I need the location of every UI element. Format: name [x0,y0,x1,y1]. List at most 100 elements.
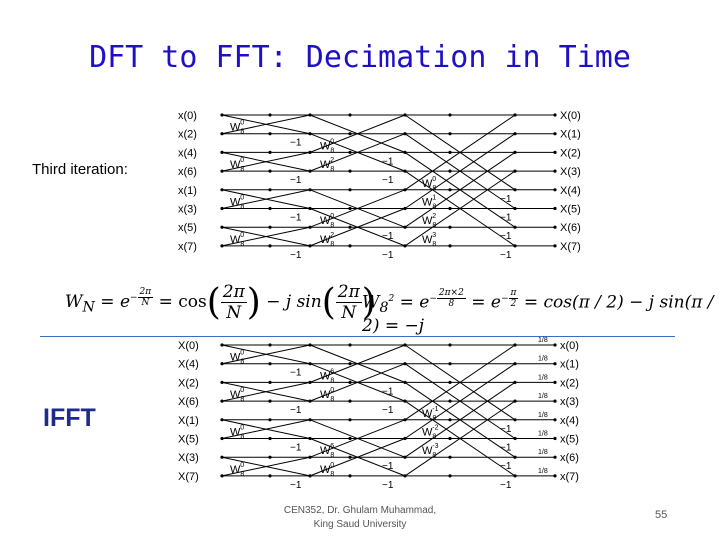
third-iteration-label: Third iteration: [32,161,128,178]
output-label: X(1) [560,129,581,141]
node-dot [308,474,312,478]
scale-factor-label: 1/8 [538,337,548,344]
node-dot [513,474,517,478]
node-dot [448,418,452,422]
minus-one-label: −1 [500,424,512,435]
scale-factor-label: 1/8 [538,356,548,363]
node-dot [553,436,557,441]
output-label: X(3) [560,166,581,178]
section-divider [40,336,675,337]
node-dot [308,113,312,117]
eq-lhs-sub: N [82,299,95,316]
node-dot [308,132,312,136]
minus-one-label: −1 [500,461,512,472]
eq-exp-base: e [119,292,130,312]
node-dot [513,399,517,403]
minus-one-label: −1 [382,156,394,167]
twiddle-factor: W8-1 [422,406,439,422]
scale-factor-label: 1/8 [538,374,548,381]
node-dot [513,455,517,459]
butterfly-line [309,133,406,172]
node-dot [308,169,312,173]
node-dot [553,225,557,229]
butterfly-line [404,363,516,439]
input-label: X(2) [178,377,199,389]
butterfly-line [221,381,311,402]
twiddle-factor: W80 [230,425,244,441]
output-label: x(0) [560,340,579,352]
twiddle-factor: W83 [422,232,436,248]
butterfly-line [404,344,516,421]
node-dot [403,132,407,136]
eq2-exp1-den: 8 [448,299,455,309]
node-dot [553,206,557,211]
node-dot [553,380,557,384]
node-dot [220,343,224,347]
twiddle-w8-squared-equation: W82 = e− 2π×2 8 = e− π 2 = cos(π / 2) − j si… [362,288,714,337]
scale-factor-label: 1/8 [538,468,548,475]
node-dot [268,188,272,192]
node-dot [553,169,557,173]
node-dot [268,150,272,154]
node-dot [448,474,452,478]
node-dot [513,244,517,248]
eq2-exp2-num: π [508,288,519,299]
footer-credit: CEN352, Dr. Ghulam Muhammad, King Saud U… [265,504,455,532]
minus-one-label: −1 [500,443,512,454]
butterfly-line [221,114,311,135]
node-dot [403,113,407,117]
node-dot [553,362,557,366]
twiddle-factor: W8-2 [422,425,439,441]
node-dot [403,418,407,422]
node-dot [220,169,224,173]
input-label: X(6) [178,396,199,408]
node-dot [220,188,224,192]
butterfly-line [221,456,311,477]
node-dot [448,150,452,154]
twiddle-factor: W80 [230,350,244,366]
node-dot [513,150,517,154]
node-dot [268,418,272,422]
minus-one-label: −1 [500,480,512,491]
butterfly-line [309,419,406,458]
input-label: X(3) [178,452,199,464]
node-dot [220,225,224,229]
input-label: x(6) [178,166,197,178]
node-dot [220,244,224,248]
node-dot [348,188,352,192]
twiddle-factor: W80 [320,387,334,403]
slide-title: DFT to FFT: Decimation in Time [89,40,631,75]
output-label: X(0) [560,110,581,122]
minus-one-label: −1 [382,461,394,472]
node-dot [403,399,407,403]
minus-one-label: −1 [290,213,302,224]
node-dot [348,206,352,211]
butterfly-line [404,400,516,477]
twiddle-factor: W8-3 [422,443,439,459]
node-dot [403,474,407,478]
ifft-label: IFFT [43,404,96,432]
node-dot [268,455,272,459]
minus-one-label: −1 [290,480,302,491]
eq-cos-num: 2π [220,282,247,303]
node-dot [553,188,557,192]
minus-one-label: −1 [382,250,394,261]
twiddle-factor: W80 [230,195,244,211]
node-dot [348,150,352,154]
node-dot [403,380,407,384]
node-dot [403,244,407,248]
node-dot [308,362,312,366]
minus-one-label: −1 [290,175,302,186]
node-dot [448,225,452,229]
node-dot [220,362,224,366]
node-dot [348,343,352,347]
scale-factor-label: 1/8 [538,412,548,419]
fft-butterfly-diagram: x(0) X(0) x(2) X(1) x(4) X(2) x(6) X(3) x(1) X(4)… [178,110,581,261]
eq2-lhs: W [362,292,380,313]
node-dot [220,113,224,117]
twiddle-factor: W86 [320,443,334,459]
node-dot [513,132,517,136]
butterfly-line [309,344,406,383]
twiddle-factor: W80 [230,157,244,173]
node-dot [220,474,224,478]
